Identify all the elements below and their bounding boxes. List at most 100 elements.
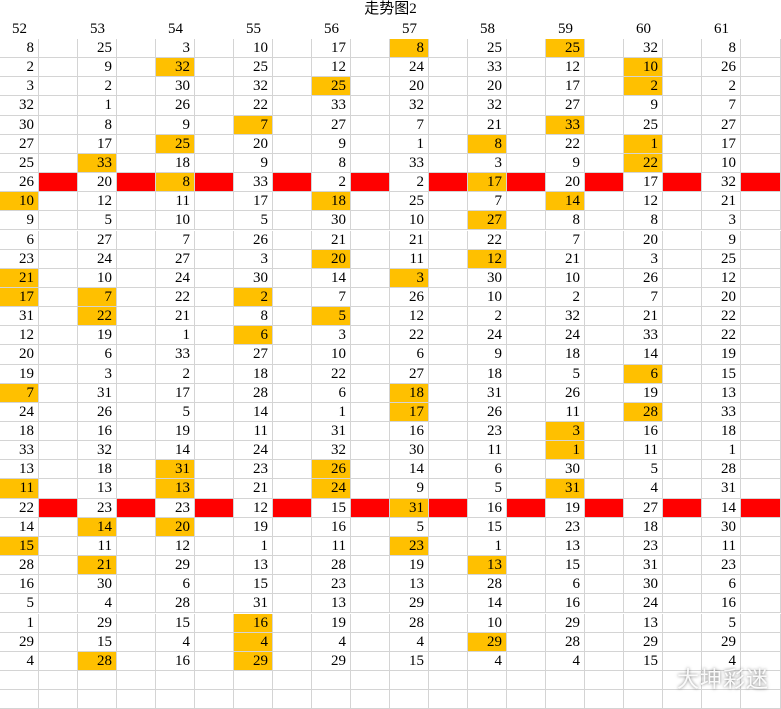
column-header-57: 57: [402, 21, 417, 37]
number-cell: 28: [702, 460, 741, 480]
spacer-cell: [39, 77, 78, 97]
number-cell: 19: [702, 345, 741, 365]
spacer-cell: [585, 422, 624, 442]
spacer-cell: [741, 211, 781, 231]
number-cell: 7: [546, 230, 585, 250]
spacer-cell: [39, 575, 78, 595]
red-marker-cell: [741, 173, 781, 193]
spacer-cell: [273, 345, 312, 365]
spacer-cell: [195, 517, 234, 537]
spacer-cell: [195, 326, 234, 346]
spacer-cell: [741, 402, 781, 422]
number-cell: 33: [390, 153, 429, 174]
number-cell: 4: [546, 651, 585, 671]
number-cell: 25: [390, 192, 429, 212]
number-cell: 18: [312, 192, 351, 212]
number-cell: 23: [156, 498, 195, 518]
spacer-cell: [429, 192, 468, 212]
spacer-cell: [351, 441, 390, 461]
spacer-cell: [351, 153, 390, 174]
spacer-cell: [663, 230, 702, 250]
number-cell: 28: [546, 632, 585, 652]
spacer-cell: [117, 594, 156, 614]
spacer-cell: [585, 326, 624, 346]
number-cell: 2: [468, 307, 507, 327]
number-cell: 10: [468, 287, 507, 308]
number-cell: 8: [546, 211, 585, 231]
spacer-cell: [507, 651, 546, 671]
spacer-cell: [351, 307, 390, 327]
red-marker-cell: [351, 498, 390, 518]
number-cell: 1: [468, 536, 507, 557]
spacer-cell: [585, 211, 624, 231]
spacer-cell: [429, 422, 468, 442]
number-cell: 5: [78, 211, 117, 231]
number-cell: 7: [0, 383, 39, 403]
number-cell: 29: [234, 651, 273, 671]
spacer-cell: [273, 594, 312, 614]
sheet-title: 走势图2: [364, 1, 417, 17]
number-cell: 2: [156, 364, 195, 384]
number-cell: 25: [78, 39, 117, 59]
spacer-cell: [351, 230, 390, 250]
spacer-cell: [507, 402, 546, 422]
spacer-cell: [351, 77, 390, 97]
number-cell: 17: [468, 173, 507, 193]
number-cell: 12: [312, 58, 351, 78]
spacer-cell: [429, 96, 468, 116]
spacer-cell: [585, 536, 624, 557]
number-cell: 4: [468, 651, 507, 671]
spacer-cell: [117, 134, 156, 154]
spacer-cell: [195, 96, 234, 116]
spacer-cell: [507, 422, 546, 442]
spacer-cell: [507, 575, 546, 595]
column-header-59: 59: [558, 21, 573, 37]
spacer-cell: [195, 690, 234, 709]
number-cell: 19: [78, 326, 117, 346]
spacer-cell: [429, 326, 468, 346]
number-cell: [0, 670, 39, 691]
number-cell: 26: [624, 268, 663, 288]
spacer-cell: [741, 58, 781, 78]
spacer-cell: [585, 517, 624, 537]
number-cell: 5: [234, 211, 273, 231]
number-cell: 15: [468, 517, 507, 537]
spacer-cell: [507, 690, 546, 709]
spacer-cell: [39, 96, 78, 116]
number-cell: 22: [702, 326, 741, 346]
spacer-cell: [117, 307, 156, 327]
spacer-cell: [39, 632, 78, 652]
spacer-cell: [273, 268, 312, 288]
number-cell: 23: [234, 460, 273, 480]
number-cell: 30: [156, 77, 195, 97]
spacer-cell: [117, 230, 156, 250]
spacer-cell: [117, 39, 156, 59]
spacer-cell: [663, 460, 702, 480]
spacer-cell: [117, 690, 156, 709]
spacer-cell: [273, 307, 312, 327]
number-cell: 22: [312, 364, 351, 384]
number-cell: 29: [546, 613, 585, 633]
number-cell: 31: [312, 422, 351, 442]
number-cell: 24: [312, 479, 351, 499]
spacer-cell: [429, 39, 468, 59]
number-cell: 30: [546, 460, 585, 480]
spacer-cell: [741, 383, 781, 403]
spacer-cell: [585, 77, 624, 97]
number-cell: 27: [468, 211, 507, 231]
spacer-cell: [195, 441, 234, 461]
number-cell: 26: [0, 173, 39, 193]
spacer-cell: [429, 307, 468, 327]
spacer-cell: [429, 383, 468, 403]
number-cell: [624, 670, 663, 691]
spacer-cell: [39, 230, 78, 250]
number-cell: 2: [0, 58, 39, 78]
red-marker-cell: [585, 173, 624, 193]
number-cell: 9: [624, 96, 663, 116]
number-cell: 6: [78, 345, 117, 365]
spacer-cell: [429, 613, 468, 633]
number-cell: 21: [0, 268, 39, 288]
number-cell: 10: [312, 345, 351, 365]
spacer-cell: [195, 594, 234, 614]
spacer-cell: [507, 77, 546, 97]
